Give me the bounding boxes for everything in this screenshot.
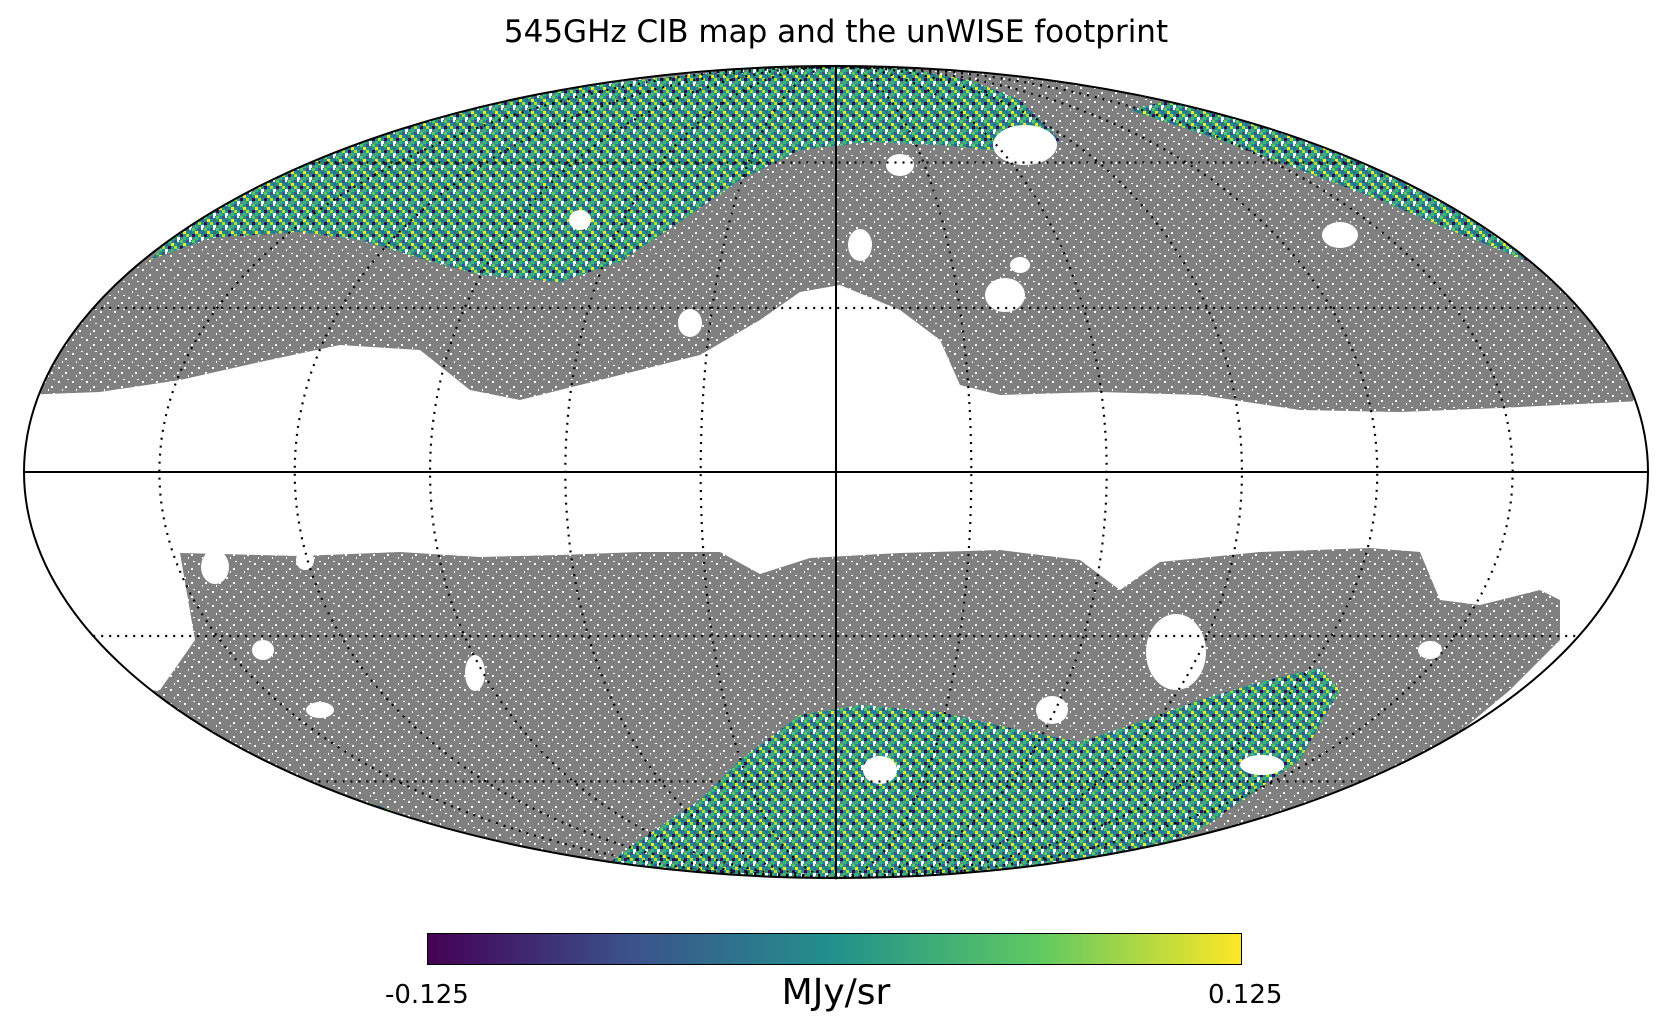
map-title: 545GHz CIB map and the unWISE footprint bbox=[503, 14, 1169, 50]
colorbar bbox=[427, 933, 1242, 965]
colorbar-unit-label: MJy/sr bbox=[781, 972, 891, 1013]
meridian-line bbox=[835, 64, 973, 880]
map-outline bbox=[23, 65, 1649, 879]
colorbar-min-label: -0.125 bbox=[385, 980, 469, 1010]
colorbar-max-label: 0.125 bbox=[1208, 980, 1283, 1010]
meridian-line bbox=[293, 64, 837, 880]
sky-data-layer bbox=[24, 66, 1648, 878]
masked-point-sources bbox=[201, 125, 1442, 784]
north-cib-patch bbox=[150, 66, 1060, 282]
meridian-line bbox=[835, 64, 1379, 880]
graticule bbox=[24, 64, 1648, 880]
meridian-line bbox=[699, 64, 837, 880]
south-cib-patch bbox=[600, 668, 1340, 878]
north-east-cib-strip bbox=[1130, 88, 1600, 290]
